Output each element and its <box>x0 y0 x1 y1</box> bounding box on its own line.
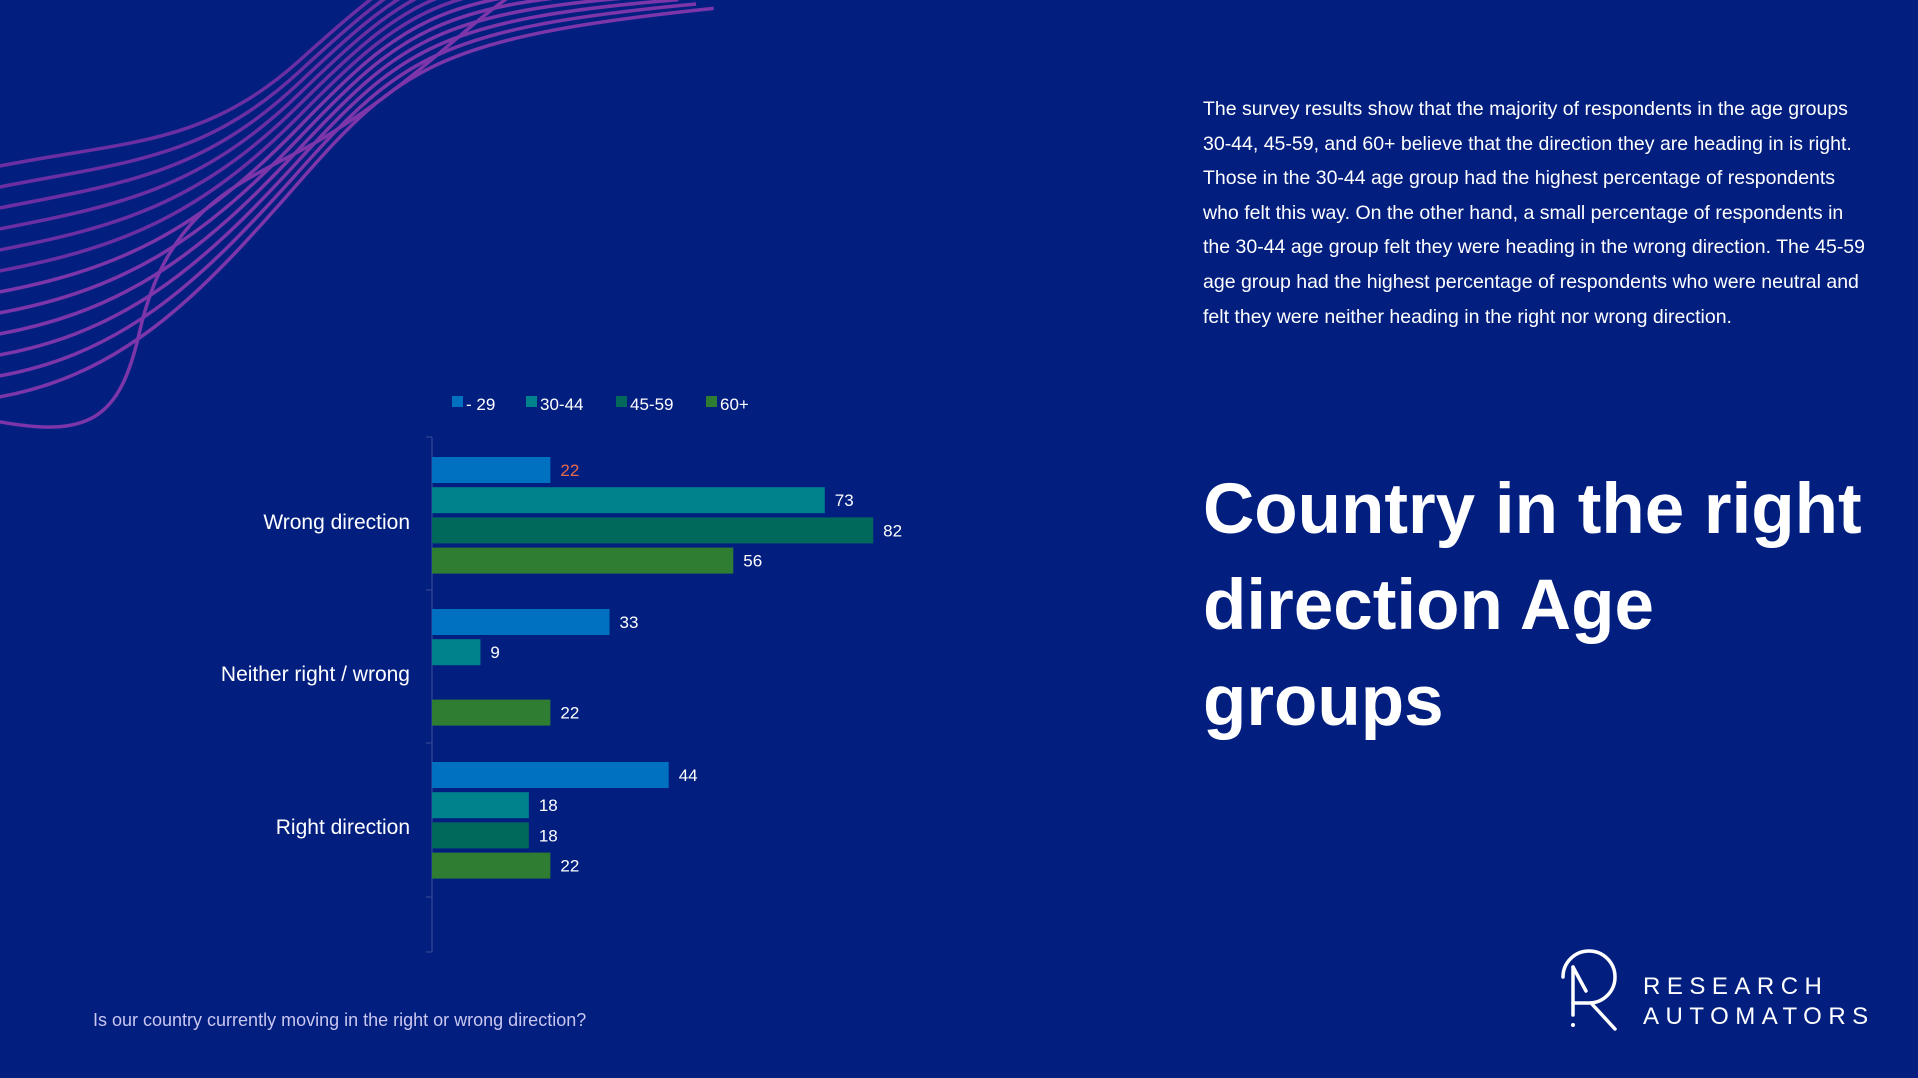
category-label: Right direction <box>276 816 410 839</box>
logo-line-1: RESEARCH <box>1643 973 1829 1000</box>
legend-label-2: 45-59 <box>630 395 673 414</box>
wave-line <box>0 0 464 273</box>
bar-chart: - 29 30-44 45-59 60+ Wrong direction 22 73 82 56… <box>221 395 902 953</box>
legend-swatch-3 <box>706 396 717 407</box>
page-title: Country in the right direction Age group… <box>1203 470 1862 741</box>
bar-3044-2 <box>432 792 529 819</box>
legend-swatch-1 <box>526 396 537 407</box>
category-label: Wrong direction <box>263 511 410 534</box>
wave-line <box>0 0 386 189</box>
bar-60+-2 <box>432 852 551 879</box>
logo-line-2: AUTOMATORS <box>1643 1003 1875 1030</box>
logo-text: RESEARCH AUTOMATORS <box>1643 972 1875 1032</box>
data-label: 9 <box>490 643 499 662</box>
wave-line <box>0 2 697 378</box>
bar-29-0 <box>432 457 551 483</box>
legend-label-1: 30-44 <box>540 395 583 414</box>
wave-line <box>0 0 508 429</box>
legend-swatch-2 <box>616 396 627 407</box>
bar-4559-2 <box>432 822 529 849</box>
data-label: 44 <box>679 766 698 785</box>
data-label: 73 <box>835 491 854 510</box>
wave-line <box>0 0 501 294</box>
data-label: 22 <box>560 704 579 723</box>
data-label: 82 <box>883 521 902 540</box>
bar-3044-0 <box>432 487 825 514</box>
wave-line <box>0 0 622 336</box>
wave-line <box>0 0 373 168</box>
summary-text: The survey results show that the majorit… <box>1203 98 1866 328</box>
legend-label-0: - 29 <box>466 395 495 414</box>
bar-29-2 <box>432 762 669 788</box>
data-label: 33 <box>620 613 639 632</box>
data-label: 56 <box>743 552 762 571</box>
category-label: Neither right / wrong <box>221 663 410 686</box>
legend-swatch-0 <box>452 396 463 407</box>
wave-line <box>0 0 417 231</box>
survey-question: Is our country currently moving in the r… <box>93 1010 587 1030</box>
data-label: 22 <box>560 461 579 480</box>
wave-line <box>0 6 714 399</box>
bar-4559-0 <box>432 517 874 544</box>
bar-60+-0 <box>432 547 734 574</box>
wave-line <box>0 0 679 357</box>
wave-line <box>0 0 401 210</box>
decorative-waves <box>0 0 714 429</box>
data-label: 18 <box>539 796 558 815</box>
legend-label-3: 60+ <box>720 395 749 414</box>
data-label: 18 <box>539 826 558 845</box>
bar-60+-1 <box>432 699 551 726</box>
wave-line <box>0 0 438 252</box>
research-automators-logo-icon <box>1561 949 1617 1031</box>
bar-3044-1 <box>432 639 481 666</box>
bar-29-1 <box>432 609 610 635</box>
data-label: 22 <box>560 857 579 876</box>
